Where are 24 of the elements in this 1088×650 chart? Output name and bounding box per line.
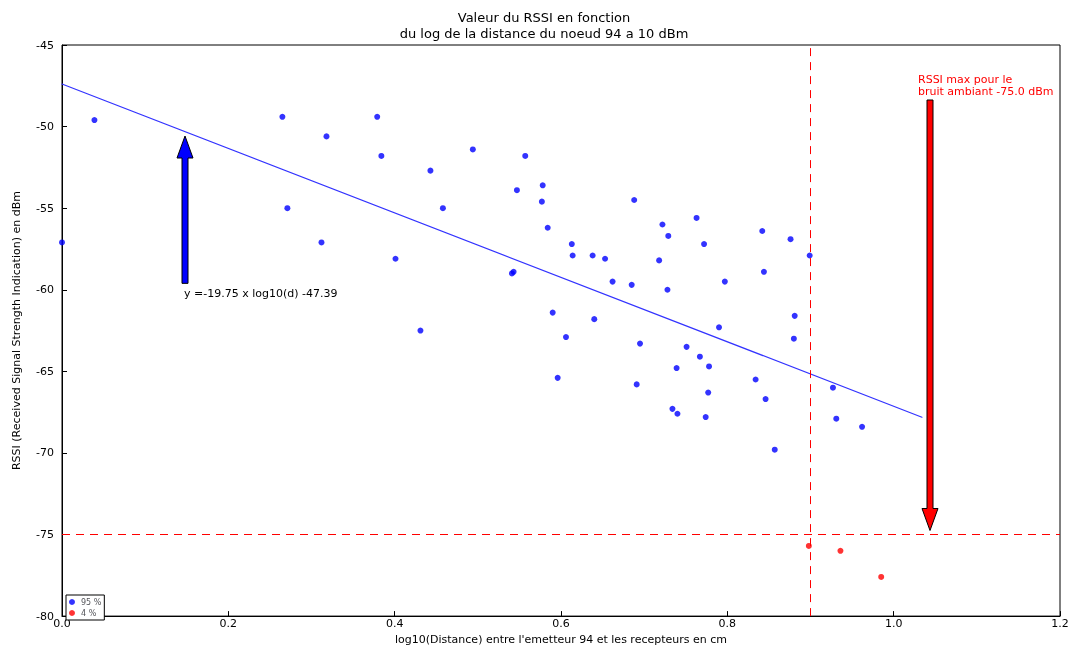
y-tick-label: -50	[36, 120, 54, 134]
x-tick-label: 1.0	[884, 617, 903, 631]
y-axis-title: RSSI (Received Signal Strength Indication) en dBm	[10, 191, 23, 471]
y-tick-label: -55	[36, 201, 54, 215]
point	[878, 573, 885, 580]
x-tick-label: 1.2	[1051, 617, 1069, 631]
annotation: y =-19.75 x log10(d) -47.39	[184, 286, 338, 300]
point	[837, 547, 844, 554]
y-tick-label: -65	[36, 364, 54, 378]
y-tick-label: -60	[36, 283, 54, 297]
point	[805, 542, 812, 549]
x-tick-label: 0.2	[219, 617, 238, 631]
annotation: RSSI max pour le bruit ambiant -75.0 dBm	[918, 72, 1054, 98]
legend-label: 4 %	[81, 608, 97, 618]
x-tick-label: 0.6	[552, 617, 570, 631]
x-tick-label: 0.4	[385, 617, 404, 631]
y-tick-label: -80	[36, 609, 54, 623]
x-tick-label: 0.8	[718, 617, 737, 631]
y-tick-label: -75	[36, 528, 54, 542]
legend-label: 95 %	[81, 597, 102, 607]
y-tick-label: -45	[36, 38, 54, 52]
y-tick-label: -70	[36, 446, 54, 460]
x-axis-title: log10(Distance) entre l'emetteur 94 et les recepteurs en cm	[394, 633, 728, 646]
chart-title: Valeur du RSSI en fonction du log de la distance du noeud 94 a 10 dBm	[399, 9, 689, 41]
